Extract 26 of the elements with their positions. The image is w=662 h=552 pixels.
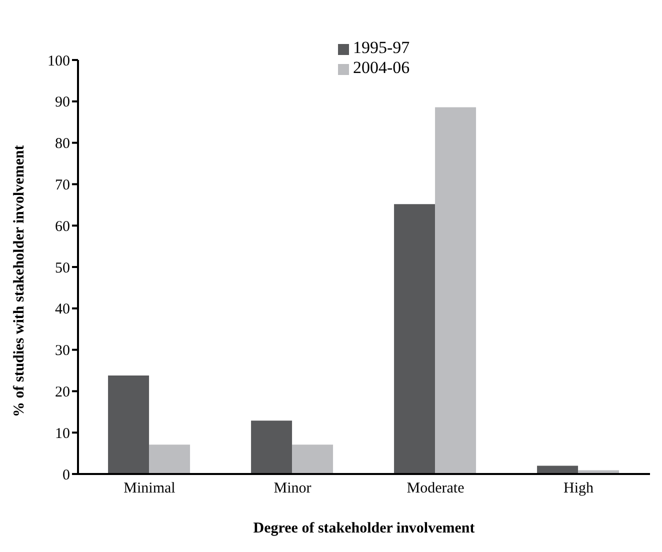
y-tick-label: 70 (55, 178, 70, 194)
bar (537, 466, 578, 474)
bar (292, 444, 334, 474)
y-tick-label: 30 (55, 343, 70, 360)
bar (394, 204, 436, 474)
x-tick-label: Minor (274, 480, 312, 497)
legend-label: 1995-97 (353, 38, 410, 57)
bar (149, 444, 190, 474)
x-axis-title: Degree of stakeholder involvement (253, 520, 475, 537)
legend-label: 2004-06 (353, 58, 410, 77)
x-tick-label: High (564, 480, 594, 497)
y-tick-label: 100 (48, 53, 70, 70)
y-tick-label: 80 (55, 136, 70, 152)
y-tick-label: 10 (55, 426, 70, 442)
y-tick-label: 50 (55, 260, 70, 276)
y-axis-title: % of studies with stakeholder involvement (11, 145, 28, 417)
y-tick-label: 0 (62, 467, 70, 484)
y-tick-label: 40 (55, 302, 70, 318)
bar (108, 375, 150, 474)
y-tick-label: 60 (55, 218, 70, 235)
x-tick-label: Moderate (406, 480, 465, 497)
x-tick-label: Minimal (124, 480, 176, 497)
y-tick-label: 20 (55, 384, 70, 401)
y-tick-label: 90 (55, 94, 70, 111)
bar (435, 107, 476, 474)
bar (251, 420, 292, 474)
